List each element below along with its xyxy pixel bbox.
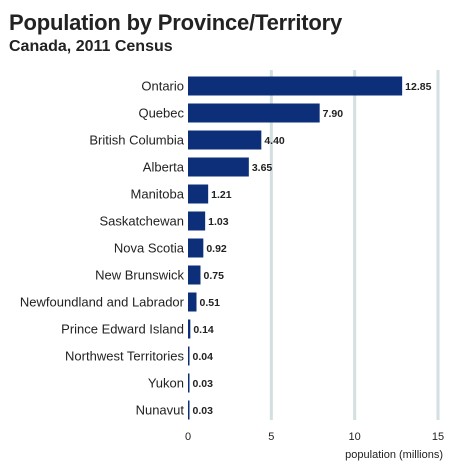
value-label: 0.03 [193,405,214,417]
bar [188,346,190,366]
bar [188,265,201,285]
category-label: New Brunswick [95,268,184,283]
value-label: 0.51 [200,297,221,309]
chart-subtitle: Canada, 2011 Census [9,38,173,55]
bar [188,292,197,312]
bar [188,157,249,177]
value-label: 0.92 [206,243,227,255]
value-label: 1.03 [208,216,229,228]
category-label: Saskatchewan [99,214,184,229]
category-label: Northwest Territories [65,349,184,364]
category-label: Newfoundland and Labrador [20,295,185,310]
bar [188,238,204,258]
x-axis-ticks: 0 5 10 15 [185,431,444,443]
category-label: Nova Scotia [114,241,185,256]
bar [188,400,190,420]
value-label: 7.90 [323,108,344,120]
value-label: 0.14 [193,324,214,336]
bar [188,373,190,393]
value-labels: 12.85 7.90 4.40 3.65 1.21 1.03 0.92 0.75 0.51 0.1… [193,81,432,417]
value-label: 0.75 [204,270,225,282]
value-label: 0.03 [193,378,214,390]
category-label: Manitoba [131,187,185,202]
x-tick-label: 10 [349,431,361,443]
bar [188,76,403,96]
value-label: 12.85 [405,81,431,93]
category-label: Nunavut [136,403,185,418]
x-axis-title: population (millions) [345,449,443,461]
bars [188,76,403,420]
value-label: 4.40 [264,135,285,147]
chart-title: Population by Province/Territory [9,10,343,35]
x-tick-label: 0 [185,431,191,443]
value-label: 0.04 [193,351,214,363]
gridlines [269,70,440,420]
value-label: 3.65 [252,162,273,174]
category-label: Prince Edward Island [61,322,184,337]
x-tick-label: 15 [432,431,444,443]
category-label: British Columbia [89,133,184,148]
category-labels: Ontario Quebec British Columbia Alberta Mani… [20,79,185,418]
category-label: Alberta [143,160,185,175]
bar [188,184,209,204]
category-label: Ontario [141,79,184,94]
bar [188,211,206,231]
value-label: 1.21 [211,189,232,201]
category-label: Quebec [138,106,184,121]
x-tick-label: 5 [268,431,274,443]
bar [188,103,320,123]
category-label: Yukon [148,376,184,391]
bar [188,319,191,339]
bar [188,130,262,150]
